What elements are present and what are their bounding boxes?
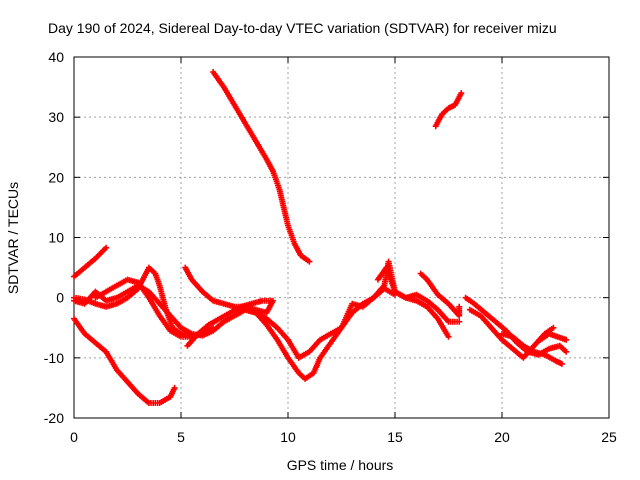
data-point-markers	[231, 258, 452, 382]
data-point-markers	[432, 90, 465, 130]
data-point-markers	[71, 244, 110, 280]
y-tick-label: -10	[44, 350, 64, 366]
data-point-markers	[537, 330, 570, 343]
x-tick-label: 15	[387, 429, 403, 445]
series-arc-10	[295, 285, 398, 361]
data-point-markers	[295, 285, 398, 361]
data-points	[71, 69, 570, 406]
data-point-markers	[182, 264, 276, 316]
data-point-markers	[184, 297, 274, 349]
series-arc-05	[92, 276, 206, 340]
axis-ticks: 0 5 10 15 20 25 -20 -10 0 10 20 30 40	[44, 49, 617, 445]
y-tick-label: 10	[48, 230, 64, 246]
x-tick-label: 25	[601, 429, 617, 445]
grid	[74, 57, 609, 418]
y-tick-label: 40	[48, 49, 64, 65]
series-arc-17	[537, 330, 570, 343]
series-arc-03	[71, 315, 178, 406]
data-point-markers	[210, 69, 313, 265]
series-arc-12	[417, 270, 463, 319]
series-arc-13	[432, 90, 465, 130]
data-point-markers	[71, 315, 178, 406]
y-tick-label: 30	[48, 109, 64, 125]
chart-title: Day 190 of 2024, Sidereal Day-to-day VTE…	[48, 20, 557, 36]
x-axis-label: GPS time / hours	[287, 457, 394, 473]
series-arc-06	[182, 264, 276, 316]
y-axis-label: SDTVAR / TECUs	[5, 182, 21, 294]
data-point-markers	[71, 264, 217, 340]
data-point-markers	[417, 270, 463, 319]
series-arc-07	[184, 297, 274, 349]
y-tick-label: 0	[56, 290, 64, 306]
x-tick-label: 10	[280, 429, 296, 445]
series-arc-16	[499, 330, 565, 367]
series-arc-02	[71, 264, 217, 340]
data-point-markers	[92, 276, 206, 340]
x-tick-label: 5	[177, 429, 185, 445]
series-arc-11	[374, 264, 463, 325]
x-tick-label: 20	[494, 429, 510, 445]
data-point-markers	[499, 330, 565, 367]
y-tick-label: 20	[48, 169, 64, 185]
data-point-markers	[374, 264, 463, 325]
y-tick-label: -20	[44, 410, 64, 426]
series-arc-09	[231, 258, 452, 382]
series-arc-08	[210, 69, 313, 265]
x-tick-label: 0	[70, 429, 78, 445]
series-arc-01	[71, 244, 110, 280]
